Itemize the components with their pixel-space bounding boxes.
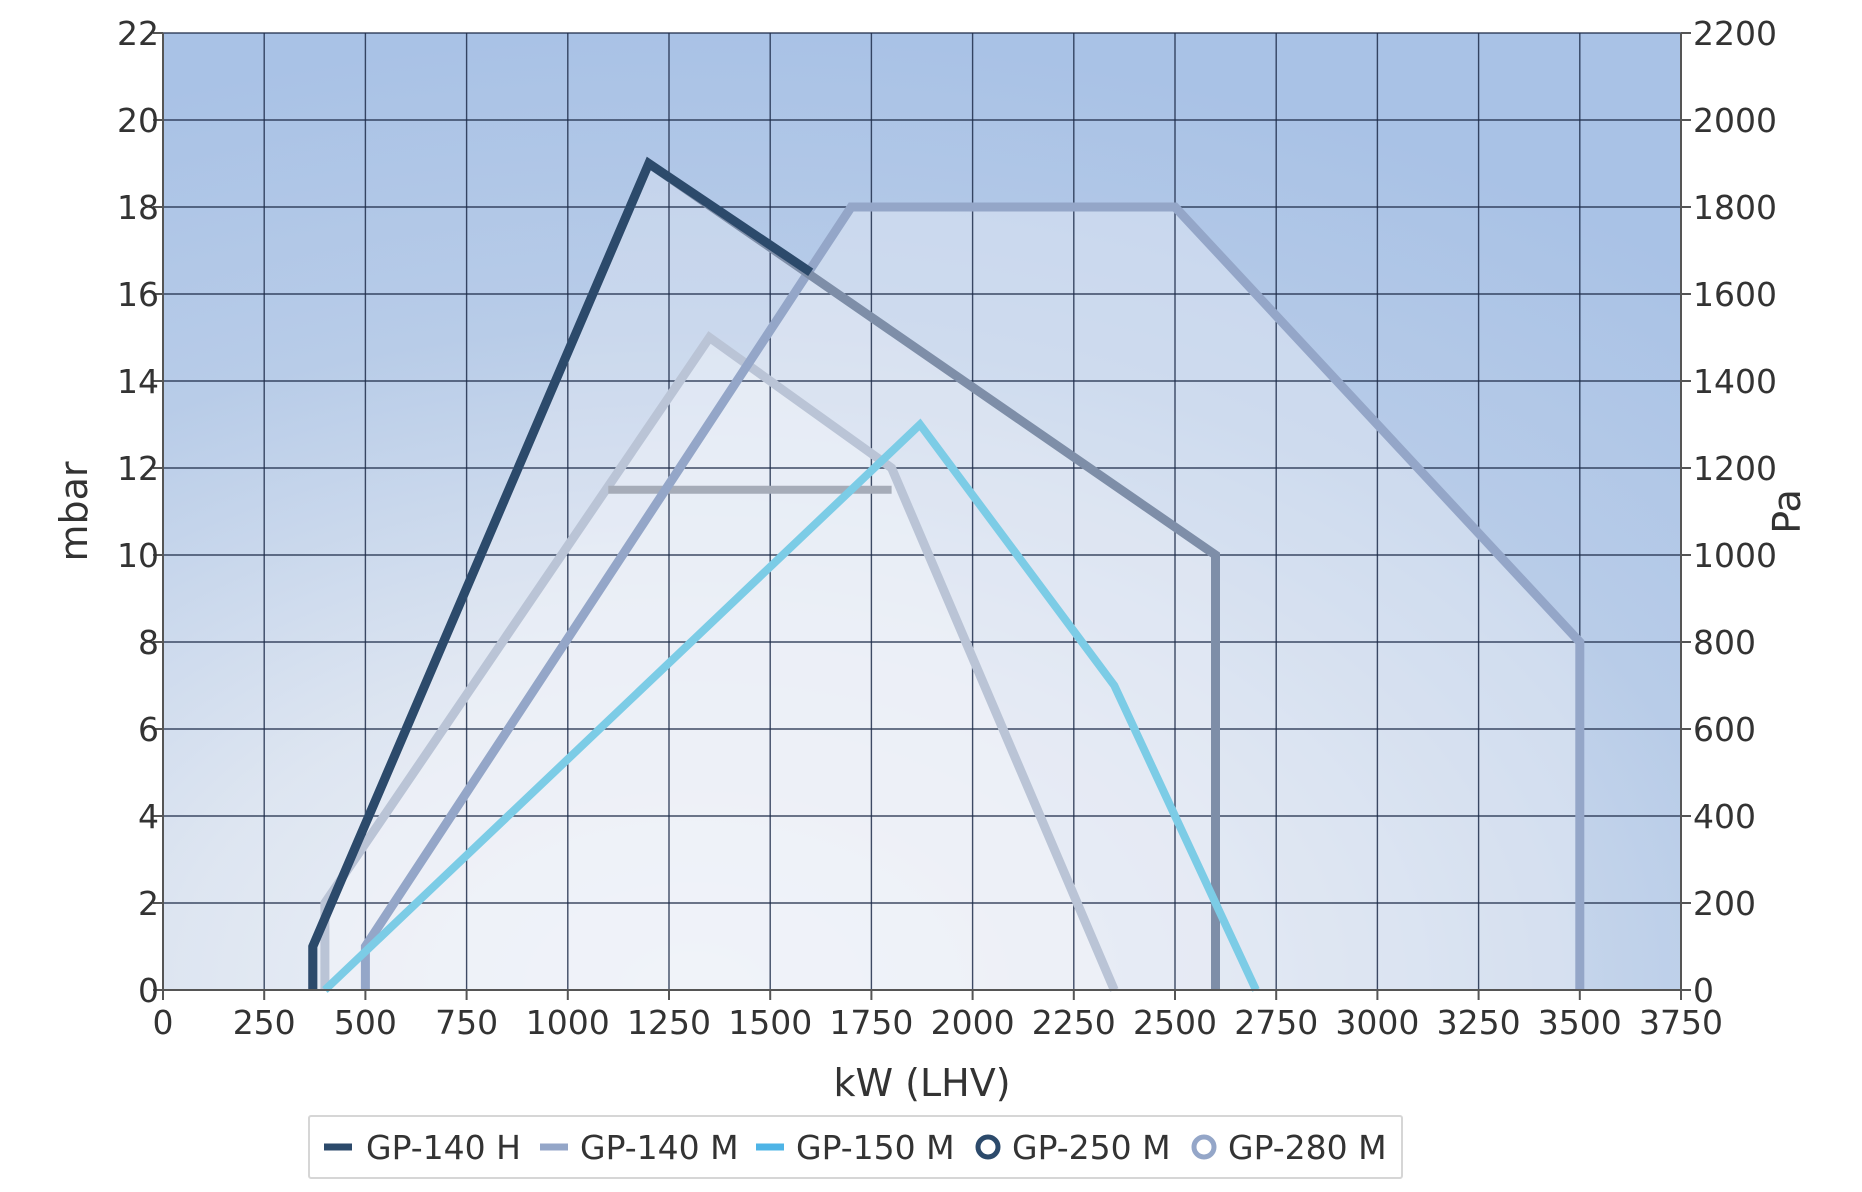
y-tick-label-right: 1600 — [1693, 275, 1777, 314]
x-tick-label: 0 — [153, 1003, 174, 1042]
y-tick-label-right: 800 — [1693, 623, 1756, 662]
area-gp-140-m — [324, 337, 1115, 990]
x-tick-label: 1250 — [627, 1003, 711, 1042]
y-tick-label-left: 6 — [138, 710, 159, 749]
y-tick-label-right: 1000 — [1693, 536, 1777, 575]
y-tick-label-left: 0 — [138, 971, 159, 1010]
y-tick-label-right: 1200 — [1693, 449, 1777, 488]
y-tick-label-right: 200 — [1693, 884, 1756, 923]
x-tick-label: 1000 — [526, 1003, 610, 1042]
y-tick-label-right: 2200 — [1693, 14, 1777, 53]
y-tick-label-left: 20 — [117, 101, 159, 140]
legend-swatch-gp-250-m — [975, 1134, 1001, 1160]
y-tick-label-left: 2 — [138, 884, 159, 923]
y-tick-label-right: 2000 — [1693, 101, 1777, 140]
legend: GP-140 H GP-140 M GP-150 M GP-250 M GP-280 M — [308, 1115, 1403, 1179]
x-tick-label: 2000 — [931, 1003, 1015, 1042]
x-tick-label: 250 — [233, 1003, 296, 1042]
x-tick-label: 500 — [334, 1003, 397, 1042]
y-axis-title-left: mbar — [52, 461, 96, 561]
axes: 0 250 500 750 1000 1250 1500 1750 2000 2250 2500 27… — [52, 14, 1809, 1105]
x-tick-label: 1500 — [728, 1003, 812, 1042]
y-tick-label-left: 4 — [138, 797, 159, 836]
y-tick-label-left: 18 — [117, 188, 159, 227]
x-tick-label: 3000 — [1335, 1003, 1419, 1042]
legend-label-gp-150-m: GP-150 M — [796, 1128, 955, 1167]
plot-area — [163, 33, 1681, 990]
legend-box — [308, 1115, 1403, 1179]
x-tick-label: 1750 — [829, 1003, 913, 1042]
series-line-gp-140-m — [320, 331, 1119, 992]
x-tick-label: 3250 — [1437, 1003, 1521, 1042]
y-axis-title-right: Pa — [1765, 489, 1809, 534]
series-line-gp-150-m — [322, 418, 1260, 993]
legend-label-gp-140-h: GP-140 H — [366, 1128, 521, 1167]
y-tick-label-left: 10 — [117, 536, 159, 575]
x-tick-label: 3750 — [1639, 1003, 1723, 1042]
y-tick-label-right: 1800 — [1693, 188, 1777, 227]
y-tick-label-left: 22 — [117, 14, 159, 53]
legend-label-gp-250-m: GP-250 M — [1012, 1128, 1171, 1167]
y-tick-label-left: 14 — [117, 362, 159, 401]
y-tick-label-right: 1400 — [1693, 362, 1777, 401]
x-tick-label: 2750 — [1234, 1003, 1318, 1042]
y-tick-label-left: 12 — [117, 449, 159, 488]
y-tick-label-right: 400 — [1693, 797, 1756, 836]
y-tick-label-left: 8 — [138, 623, 159, 662]
y-tick-label-right: 600 — [1693, 710, 1756, 749]
series-line-gp-140-h — [308, 156, 814, 990]
x-tick-label: 2250 — [1032, 1003, 1116, 1042]
legend-swatch-gp-280-m — [1191, 1134, 1217, 1160]
y-tick-label-left: 16 — [117, 275, 159, 314]
x-tick-label: 750 — [435, 1003, 498, 1042]
x-tick-label: 2500 — [1133, 1003, 1217, 1042]
plot-background — [163, 33, 1681, 990]
series-lines — [308, 156, 1585, 993]
y-tick-label-right: 0 — [1693, 971, 1714, 1010]
legend-label-gp-280-m: GP-280 M — [1228, 1128, 1387, 1167]
legend-label-gp-140-m: GP-140 M — [580, 1128, 739, 1167]
x-tick-label: 3500 — [1538, 1003, 1622, 1042]
x-axis-title: kW (LHV) — [833, 1061, 1010, 1105]
